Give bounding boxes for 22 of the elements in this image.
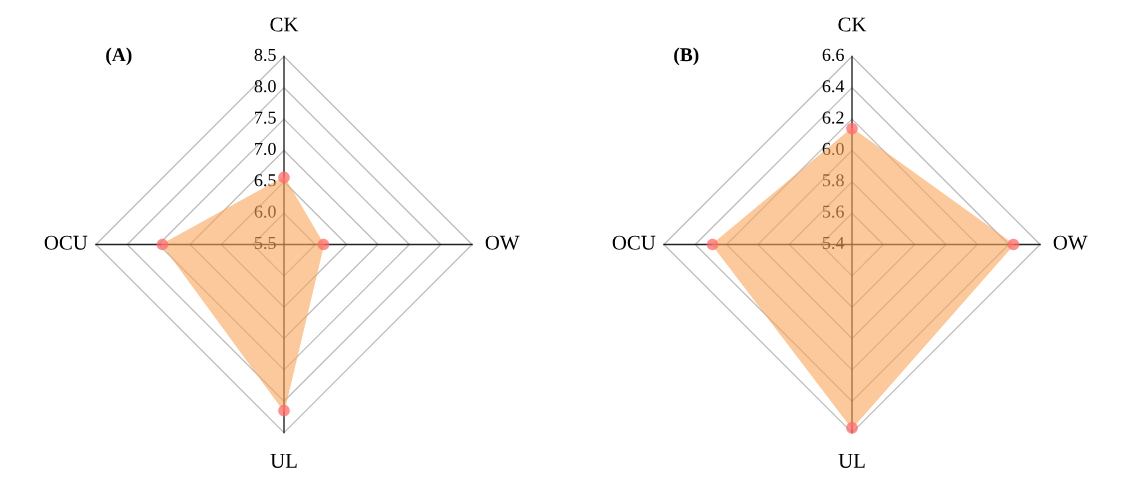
y-tick-label: 7.0 [255, 142, 276, 156]
y-tick-label: 6.6 [822, 48, 844, 62]
y-tick-label: 5.8 [822, 174, 844, 187]
y-tick-label: 8.5 [254, 48, 276, 62]
y-tick-label: 6.4 [822, 80, 845, 93]
text: (A) [106, 47, 132, 66]
spoke-label: CK [270, 17, 299, 32]
text: (B) [674, 47, 699, 66]
y-tick-label: 6.0 [822, 142, 844, 156]
spoke-label: CK [838, 17, 867, 32]
y-tick-label: 5.6 [822, 205, 844, 218]
y-tick-label: 6.2 [822, 111, 844, 124]
spoke-label: OCU [612, 235, 656, 250]
spoke-label: OCU [44, 235, 88, 250]
y-tick-label: 7.5 [255, 111, 276, 124]
spoke-label: OW [485, 235, 520, 250]
spoke-label: UL [838, 454, 865, 468]
spoke-label: UL [270, 454, 297, 468]
y-tick-label: 6.5 [254, 174, 276, 187]
y-tick-label: 8.0 [254, 80, 276, 93]
spoke-label: OW [1053, 235, 1088, 250]
y-tick-label: 6.0 [254, 205, 276, 218]
